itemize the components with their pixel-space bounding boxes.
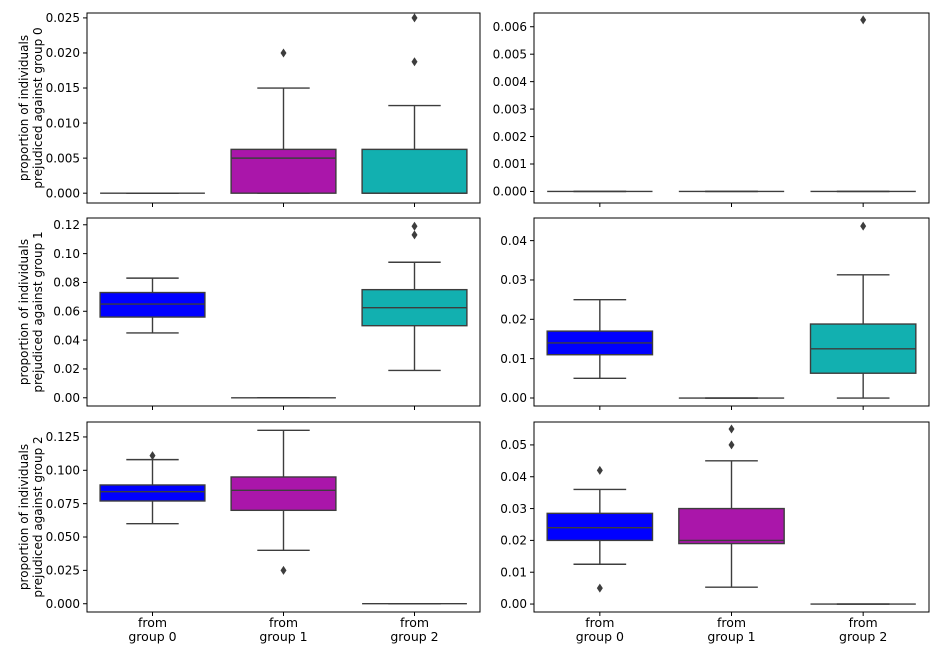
- r2c1-outlier-1: [728, 424, 735, 434]
- r2c0-ytick-label: 0.050: [46, 530, 80, 544]
- r2c1-xtick-label: group 2: [839, 629, 887, 644]
- r2c1-outlier-0: [596, 465, 603, 475]
- r2c0-xtick-label: from: [400, 615, 429, 630]
- r1c1-ytick-label: 0.01: [500, 352, 527, 366]
- r0c0-outlier-2: [411, 13, 418, 23]
- r1c1-outlier-2: [860, 221, 867, 231]
- r2c0-xtick-label: group 0: [128, 629, 176, 644]
- r1c0-ytick-label: 0.12: [53, 218, 80, 232]
- r0c0-ylabel: proportion of individuals prejudiced agai…: [17, 27, 45, 188]
- r1c1-ytick-label: 0.00: [500, 391, 527, 405]
- r2c0-ytick-label: 0.125: [46, 430, 80, 444]
- r2c0-outlier-0: [149, 451, 156, 461]
- r0c0-outlier-1: [280, 48, 287, 58]
- r0c0-ytick-label: 0.020: [46, 46, 80, 60]
- r0c1-ytick-label: 0.002: [493, 130, 527, 144]
- r2c1-ytick-label: 0.02: [500, 534, 527, 548]
- r0c1-axes-frame: [533, 12, 930, 204]
- r0c0-box-1: [230, 148, 337, 194]
- r1c0-ytick-label: 0.00: [53, 391, 80, 405]
- r2c0-ytick-label: 0.075: [46, 497, 80, 511]
- r1c1-ytick-label: 0.02: [500, 313, 527, 327]
- r0c0-ytick-label: 0.025: [46, 11, 80, 25]
- r1c0-ytick-label: 0.02: [53, 362, 80, 376]
- r2c1-xtick-label: from: [849, 615, 878, 630]
- r2c0-ytick-label: 0.025: [46, 564, 80, 578]
- r1c0-ytick-label: 0.08: [53, 276, 80, 290]
- r2c1-box-1: [678, 507, 785, 545]
- r0c0-ytick-label: 0.015: [46, 81, 80, 95]
- r1c0-box-0: [99, 291, 206, 318]
- r2c1-ytick-label: 0.00: [500, 597, 527, 611]
- r2c0-box-0: [99, 484, 206, 502]
- r2c0-xtick-label: group 2: [390, 629, 438, 644]
- r0c0-ylabel-line: prejudiced against group 0: [31, 27, 45, 188]
- r2c0-xtick-label: group 1: [259, 629, 307, 644]
- r2c1-xtick-label: group 0: [576, 629, 624, 644]
- r2c0-ylabel: proportion of individuals prejudiced agai…: [17, 436, 45, 597]
- r0c0-outlier-2: [411, 57, 418, 67]
- r0c1-ytick-label: 0.001: [493, 157, 527, 171]
- r0c0-box-2: [361, 148, 468, 194]
- r1c0-ylabel-line: proportion of individuals: [17, 239, 31, 385]
- r1c1-ytick-label: 0.03: [500, 273, 527, 287]
- r0c1-ytick-label: 0.000: [493, 185, 527, 199]
- r2c0-ylabel-line: proportion of individuals: [17, 444, 31, 590]
- r1c0-ytick-label: 0.10: [53, 247, 80, 261]
- r1c0-ylabel: proportion of individuals prejudiced agai…: [17, 231, 45, 392]
- r0c0-ytick-label: 0.005: [46, 151, 80, 165]
- r0c0-ylabel-line: proportion of individuals: [17, 35, 31, 181]
- r2c1-ytick-label: 0.03: [500, 502, 527, 516]
- r2c0-ytick-label: 0.100: [46, 464, 80, 478]
- r1c0-ylabel-line: prejudiced against group 1: [31, 231, 45, 392]
- r0c0-ytick-label: 0.000: [46, 186, 80, 200]
- r2c1-outlier-1: [728, 440, 735, 450]
- r2c0-ytick-label: 0.000: [46, 597, 80, 611]
- r2c1-ytick-label: 0.04: [500, 470, 527, 484]
- r2c1-ytick-label: 0.01: [500, 565, 527, 579]
- r0c1-ytick-label: 0.006: [493, 20, 527, 34]
- r1c0-ytick-label: 0.06: [53, 304, 80, 318]
- r1c0-outlier-2: [411, 221, 418, 231]
- r2c0-outlier-1: [280, 565, 287, 575]
- r1c0-outlier-2: [411, 230, 418, 240]
- r2c1-outlier-0: [596, 583, 603, 593]
- r0c1-outlier-2: [860, 15, 867, 25]
- r2c1-box-0: [546, 512, 654, 542]
- r1c1-ytick-label: 0.04: [500, 234, 527, 248]
- r0c1-ytick-label: 0.005: [493, 47, 527, 61]
- r2c1-xtick-label: group 1: [707, 629, 755, 644]
- r2c1-xtick-label: from: [585, 615, 614, 630]
- r0c0-ytick-label: 0.010: [46, 116, 80, 130]
- r2c0-xtick-label: from: [138, 615, 167, 630]
- r2c0-box-1: [230, 476, 337, 512]
- r1c0-ytick-label: 0.04: [53, 333, 80, 347]
- r2c0-xtick-label: from: [269, 615, 298, 630]
- r0c1-ytick-label: 0.003: [493, 102, 527, 116]
- r0c1-ytick-label: 0.004: [493, 75, 527, 89]
- r2c0-ylabel-line: prejudiced against group 2: [31, 436, 45, 597]
- r2c1-ytick-label: 0.05: [500, 438, 527, 452]
- r2c1-xtick-label: from: [717, 615, 746, 630]
